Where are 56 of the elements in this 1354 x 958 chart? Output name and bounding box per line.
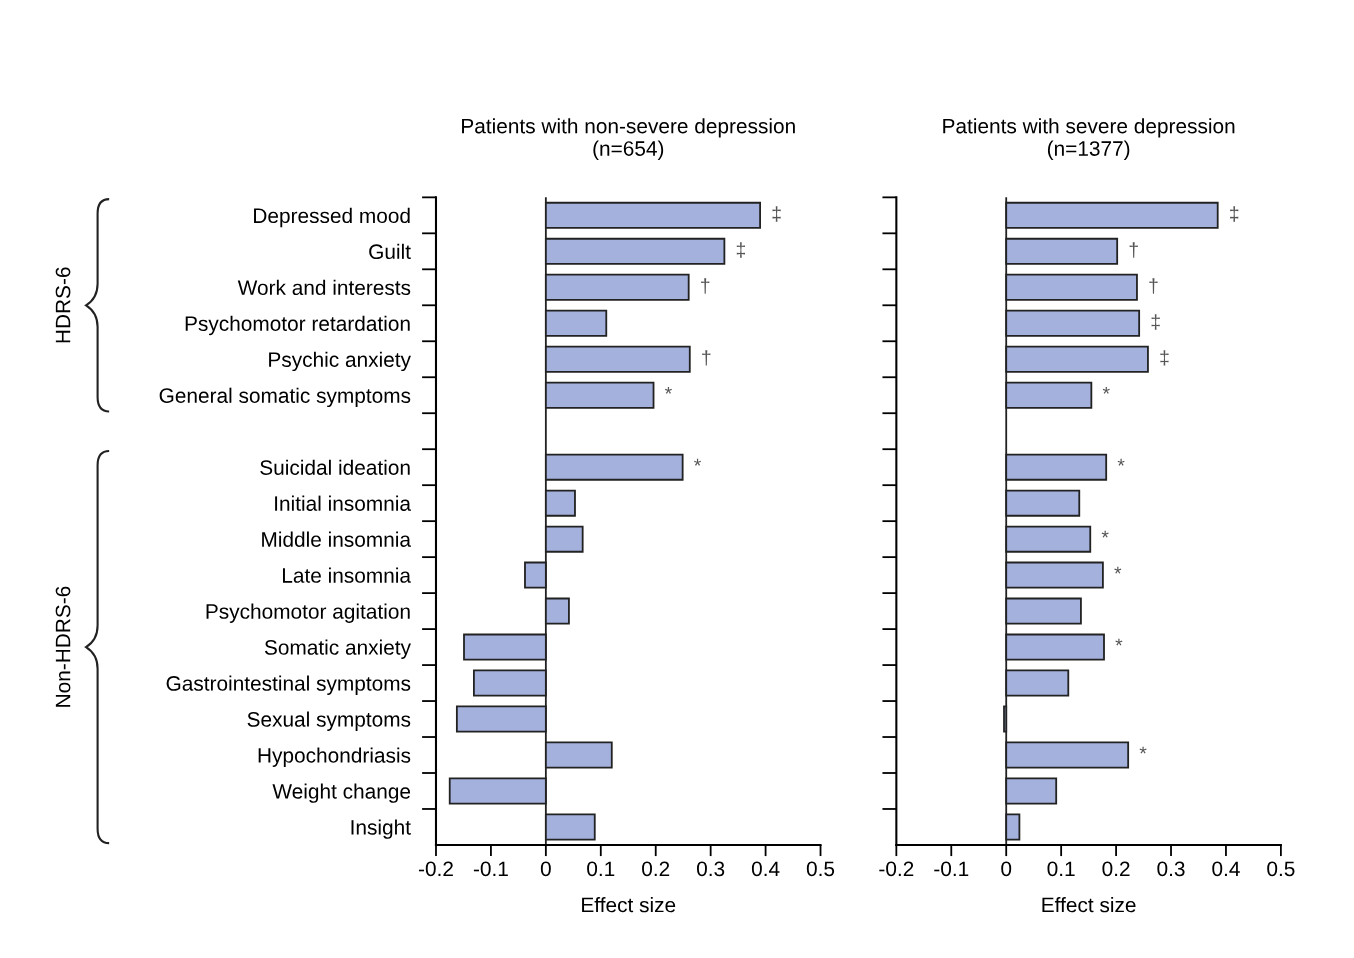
y-tick-label: Somatic anxiety [264,639,411,659]
x-tick-label: 0.1 [587,861,615,877]
annotation: ‡ [1160,350,1169,366]
x-axis-title: Effect size [1042,897,1136,913]
annotation: ‡ [736,242,745,258]
annotation: * [1114,566,1122,574]
annotation: ‡ [1151,314,1160,330]
y-tick-label: Initial insomnia [275,495,411,511]
y-tick-label: Psychomotor retardation [185,315,410,336]
x-tick-label: -0.1 [473,861,508,877]
text: Non-HDRS-6 [55,586,71,707]
annotation: * [1139,746,1147,754]
x-axis-title: Effect size [582,897,676,913]
x-tick-label: 0.3 [1157,861,1185,877]
x-tick-label: -0.2 [879,861,914,877]
x-tick-label: 0 [540,861,551,877]
annotation: * [1102,386,1110,394]
y-tick-label: Psychic anxiety [269,351,411,372]
x-tick-label: 0.5 [806,861,835,877]
x-tick-label: 0 [1001,861,1012,877]
annotation: † [702,350,711,366]
x-tick-label: 0.1 [1047,861,1075,877]
x-tick-label: 0.4 [751,861,780,877]
y-tick-label: Insight [351,819,411,839]
y-tick-label: Suicidal ideation [260,459,410,475]
annotation: † [1149,278,1158,294]
annotation: ‡ [1230,206,1239,222]
annotation: † [701,278,710,294]
annotation: ‡ [772,206,781,222]
y-tick-label: Weight change [272,783,411,803]
annotation: * [664,386,672,394]
x-tick-label: 0.5 [1267,861,1295,877]
annotation: * [1115,638,1123,646]
x-tick-label: 0.2 [642,861,670,877]
chart-title: Patients with non-severe depression (n=654) [462,118,795,160]
annotation: * [1101,530,1109,538]
y-tick-label: Sexual symptoms [247,711,411,731]
y-tick-label: Late insomnia [283,567,411,583]
x-tick-label: 0.2 [1102,861,1130,877]
x-tick-label: -0.2 [418,861,453,877]
y-tick-label: Depressed mood [254,207,410,228]
annotation: * [694,458,702,466]
y-tick-label: General somatic symptoms [159,387,411,408]
text: HDRS-6 [55,267,71,343]
y-tick-label: Psychomotor agitation [206,603,410,623]
y-tick-label: Hypochondriasis [258,747,411,767]
y-tick-label: Middle insomnia [262,531,411,547]
x-tick-label: 0.3 [696,861,725,877]
annotation: † [1129,242,1138,258]
y-tick-label: Gastrointestinal symptoms [166,675,411,695]
annotation: * [1117,458,1125,466]
y-tick-label: Guilt [369,243,411,260]
x-tick-label: 0.4 [1212,861,1240,877]
y-tick-label: Work and interests [237,279,411,296]
x-tick-label: -0.1 [934,861,969,877]
chart-title: Patients with severe depression (n=1377) [943,118,1235,160]
